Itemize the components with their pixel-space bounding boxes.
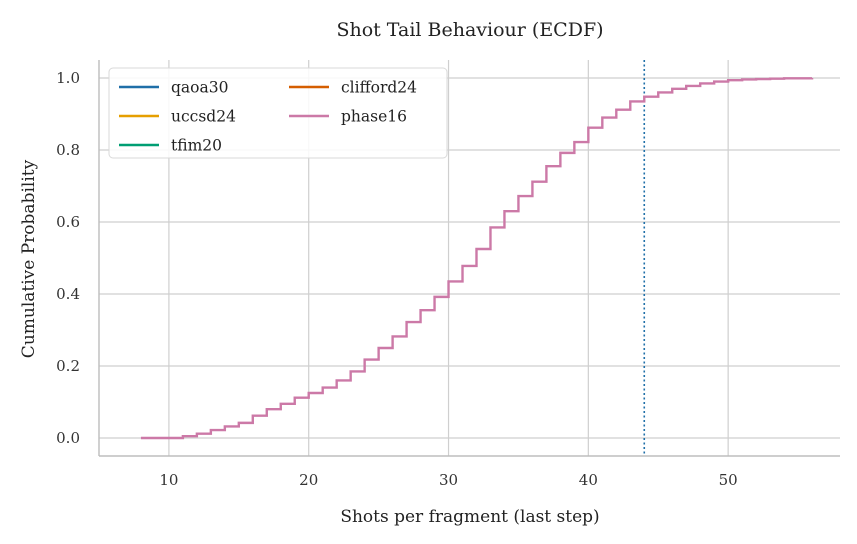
x-tick-label: 50 <box>719 471 738 489</box>
grid <box>99 60 840 456</box>
x-tick-label: 20 <box>299 471 318 489</box>
y-tick-label: 0.0 <box>56 429 80 447</box>
x-tick-label: 40 <box>579 471 598 489</box>
plot-area <box>140 60 814 456</box>
legend-label-tfim20: tfim20 <box>171 137 222 155</box>
series-line-phase16 <box>140 77 814 440</box>
x-tick-label: 10 <box>159 471 178 489</box>
legend-box <box>108 67 448 159</box>
axes <box>98 60 840 457</box>
x-tick-label: 30 <box>439 471 458 489</box>
y-tick-label: 0.6 <box>56 213 80 231</box>
x-axis-label: Shots per fragment (last step) <box>340 507 599 527</box>
tick-labels: 10 20 30 40 50 0.0 0.2 0.4 0.6 0.8 1.0 <box>56 69 738 489</box>
chart-title: Shot Tail Behaviour (ECDF) <box>336 19 603 41</box>
legend: qaoa30 uccsd24 tfim20 clifford24 phase16 <box>108 67 448 159</box>
y-tick-label: 0.8 <box>56 141 80 159</box>
y-tick-label: 1.0 <box>56 69 80 87</box>
y-tick-label: 0.2 <box>56 357 80 375</box>
y-axis-label: Cumulative Probability <box>19 159 39 358</box>
legend-label-phase16: phase16 <box>341 108 407 126</box>
legend-label-clifford24: clifford24 <box>341 79 417 97</box>
legend-label-qaoa30: qaoa30 <box>171 79 228 97</box>
legend-label-uccsd24: uccsd24 <box>171 108 236 126</box>
y-tick-label: 0.4 <box>56 285 80 303</box>
